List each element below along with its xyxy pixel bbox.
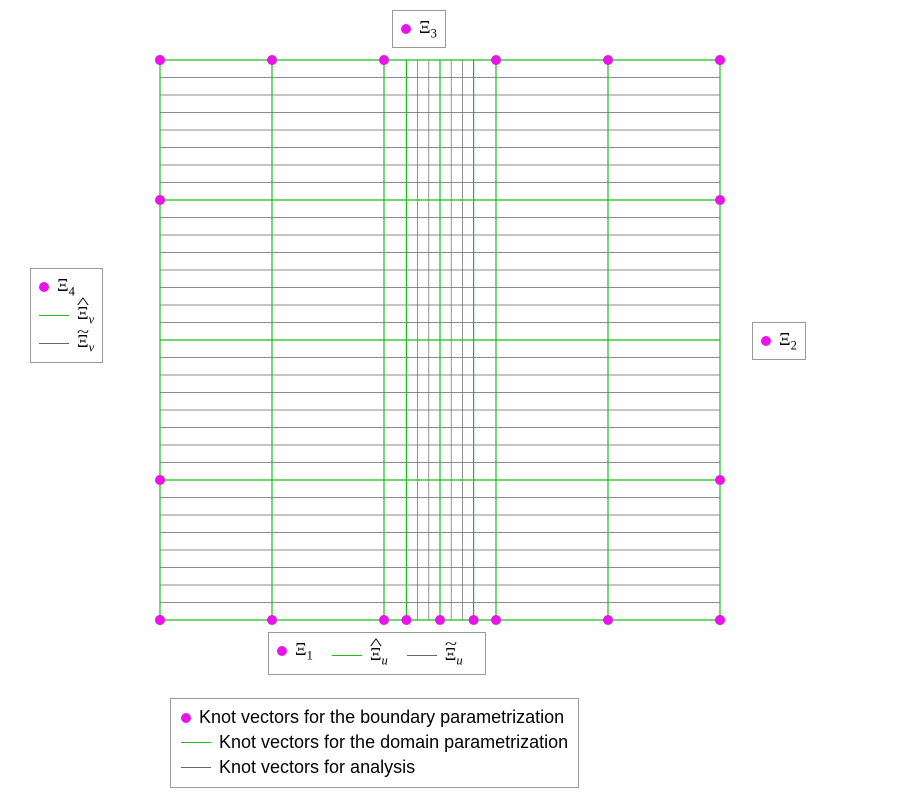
domain-line-icon bbox=[39, 315, 69, 316]
xi2-label: Ξ2 bbox=[779, 327, 797, 355]
legend-xi2: Ξ2 bbox=[752, 322, 806, 360]
analysis-line-icon bbox=[39, 343, 69, 344]
xi1-label: Ξ1 bbox=[295, 637, 313, 665]
knot-dot-icon bbox=[39, 282, 49, 292]
analysis-line-icon bbox=[181, 767, 211, 768]
knot-dot-icon bbox=[181, 713, 191, 723]
xi-hat-u-label: Ξu bbox=[370, 642, 388, 670]
knot-grid-plot bbox=[0, 0, 900, 800]
domain-line-icon bbox=[332, 655, 362, 656]
analysis-line-icon bbox=[407, 655, 437, 656]
legend-boundary-text: Knot vectors for the boundary parametriz… bbox=[199, 705, 564, 730]
xi-tilde-v-label: Ξv bbox=[77, 329, 94, 357]
legend-analysis-text: Knot vectors for analysis bbox=[219, 755, 415, 780]
xi3-label: Ξ3 bbox=[419, 15, 437, 43]
knot-dot-icon bbox=[277, 646, 287, 656]
legend-main: Knot vectors for the boundary parametriz… bbox=[170, 698, 579, 788]
domain-line-icon bbox=[181, 742, 211, 743]
legend-xi3: Ξ3 bbox=[392, 10, 446, 48]
knot-dot-icon bbox=[401, 24, 411, 34]
xi4-label: Ξ4 bbox=[57, 273, 75, 301]
legend-domain-text: Knot vectors for the domain parametrizat… bbox=[219, 730, 568, 755]
xi-tilde-u-label: Ξu bbox=[445, 642, 463, 670]
knot-dot-icon bbox=[761, 336, 771, 346]
legend-xi4-v: Ξ4 Ξv Ξv bbox=[30, 268, 103, 363]
legend-xi1-u: Ξ1 Ξu Ξu bbox=[268, 632, 486, 675]
